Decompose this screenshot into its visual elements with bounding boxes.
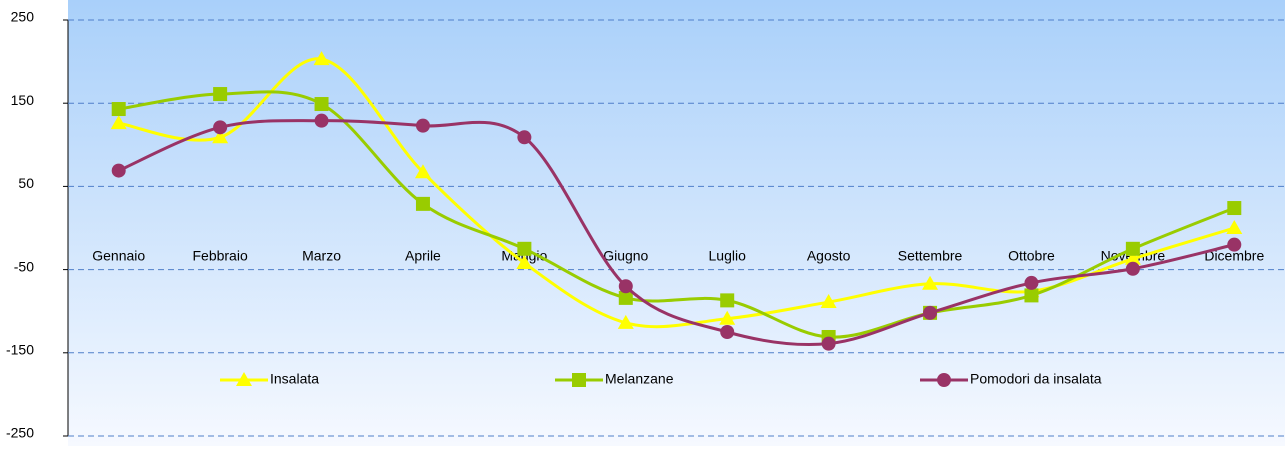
marker xyxy=(110,115,127,130)
marker xyxy=(1226,220,1243,234)
x-tick-label: Dicembre xyxy=(1204,248,1264,264)
marker xyxy=(618,279,633,294)
y-tick-label: 50 xyxy=(18,175,34,191)
legend-label: Melanzane xyxy=(605,371,674,387)
x-tick-label: Aprile xyxy=(405,248,441,264)
marker xyxy=(415,118,430,133)
x-tick-label: Marzo xyxy=(302,248,341,264)
marker xyxy=(720,293,735,308)
marker xyxy=(1125,261,1140,276)
y-tick-label: -50 xyxy=(14,258,34,274)
y-tick-label: 150 xyxy=(11,92,35,108)
marker xyxy=(1124,250,1141,265)
x-tick-label: Settembre xyxy=(898,248,963,264)
marker xyxy=(314,113,329,128)
marker xyxy=(1227,201,1242,216)
marker xyxy=(1227,237,1242,252)
marker xyxy=(1024,288,1039,303)
y-tick-label: 250 xyxy=(11,9,35,25)
marker xyxy=(820,294,837,309)
marker xyxy=(923,305,938,320)
marker xyxy=(617,314,634,329)
x-tick-label: Gennaio xyxy=(92,248,145,264)
x-tick-label: Febbraio xyxy=(192,248,247,264)
marker xyxy=(572,373,586,387)
x-tick-label: Giugno xyxy=(603,248,648,264)
marker xyxy=(111,163,126,178)
marker xyxy=(111,102,126,117)
legend-label: Insalata xyxy=(270,371,319,387)
x-tick-label: Ottobre xyxy=(1008,248,1055,264)
marker xyxy=(618,290,633,305)
marker xyxy=(314,97,329,112)
y-tick-label: -150 xyxy=(6,342,34,358)
x-tick-label: Agosto xyxy=(807,248,851,264)
marker xyxy=(1024,275,1039,290)
marker xyxy=(236,372,252,386)
marker xyxy=(517,241,532,256)
marker xyxy=(213,87,228,102)
marker xyxy=(922,275,939,290)
marker xyxy=(313,51,330,66)
marker xyxy=(517,130,532,145)
marker xyxy=(821,336,836,351)
marker xyxy=(937,373,951,387)
marker xyxy=(213,120,228,135)
marker xyxy=(415,196,430,211)
marker xyxy=(212,129,229,144)
plot-background xyxy=(68,0,1285,446)
y-tick-label: -250 xyxy=(6,425,34,441)
series-line xyxy=(118,90,1235,339)
marker xyxy=(719,310,736,325)
marker xyxy=(516,254,533,269)
marker xyxy=(720,325,735,339)
x-tick-label: Luglio xyxy=(709,248,747,264)
legend-label: Pomodori da insalata xyxy=(970,371,1102,387)
marker xyxy=(414,164,431,179)
marker xyxy=(1125,241,1140,256)
